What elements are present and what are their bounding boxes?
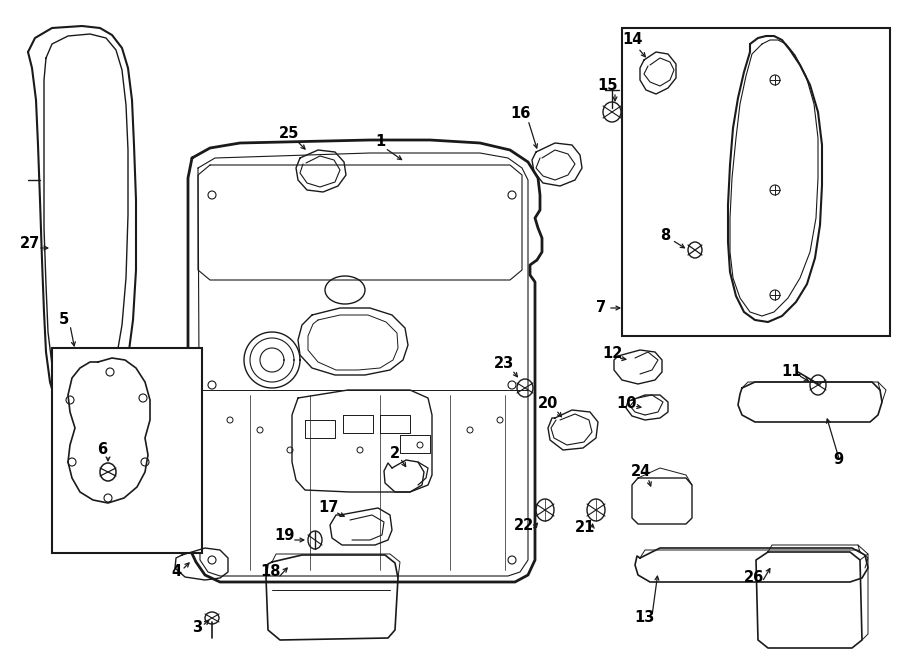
Text: 3: 3	[192, 621, 202, 635]
Bar	[52, 348, 202, 553]
Text: 9: 9	[832, 453, 843, 467]
Text: 25: 25	[279, 126, 299, 141]
Text: 16: 16	[511, 106, 531, 122]
Text: 5: 5	[58, 313, 69, 327]
Text: 21: 21	[575, 520, 595, 535]
Text: 13: 13	[634, 609, 655, 625]
Text: 10: 10	[616, 397, 637, 412]
Text: 27: 27	[20, 237, 40, 251]
Text: 23: 23	[494, 356, 514, 371]
Text: 24: 24	[631, 465, 651, 479]
Bar	[622, 28, 890, 336]
Text: 20: 20	[538, 397, 558, 412]
Text: 14: 14	[622, 32, 643, 48]
Text: 2: 2	[390, 446, 400, 461]
Text: 6: 6	[97, 442, 107, 457]
Text: 1: 1	[375, 134, 385, 149]
Text: 17: 17	[318, 500, 338, 514]
Text: 19: 19	[274, 529, 295, 543]
Text: 26: 26	[744, 570, 764, 584]
Text: 12: 12	[602, 346, 622, 362]
Text: 4: 4	[171, 563, 181, 578]
Text: 11: 11	[782, 364, 802, 379]
Text: 7: 7	[596, 301, 606, 315]
Text: 15: 15	[598, 79, 618, 93]
Text: 22: 22	[514, 518, 534, 533]
Text: 8: 8	[660, 227, 670, 243]
Text: 18: 18	[261, 564, 281, 580]
